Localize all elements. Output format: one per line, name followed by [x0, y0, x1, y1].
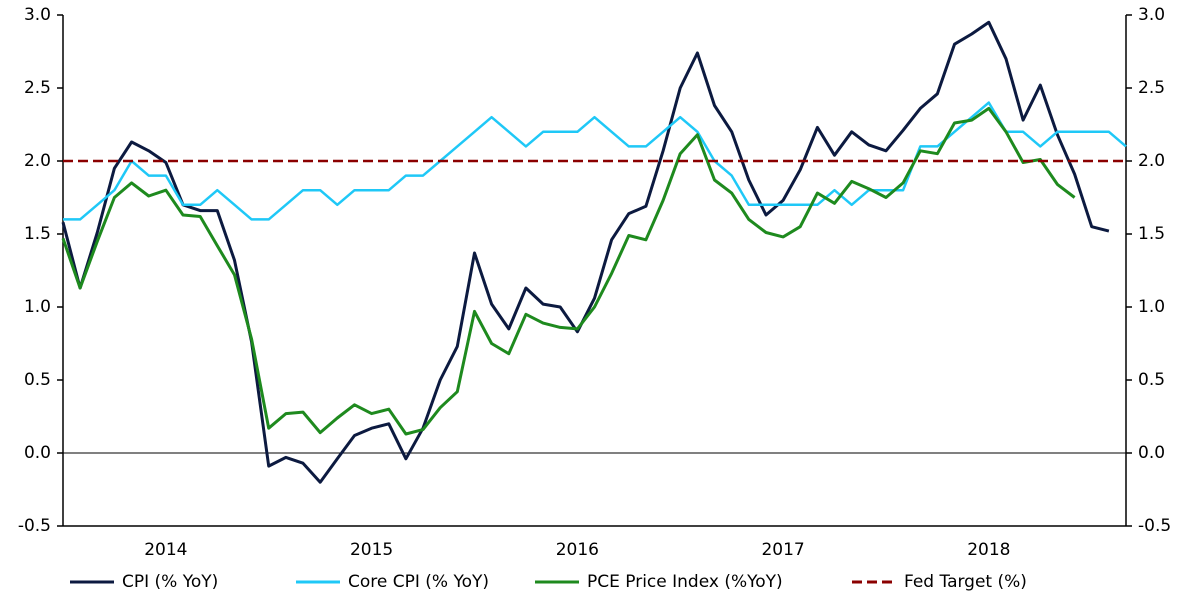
- y2-tick-label: 2.5: [1138, 78, 1165, 98]
- series-line: [61, 106, 1076, 436]
- y2-tick-label: 0.5: [1138, 370, 1165, 390]
- y2-tick-label: 1.5: [1138, 224, 1165, 244]
- x-tick-label: 2015: [350, 540, 393, 560]
- y-tick-label: 0.0: [24, 443, 51, 463]
- y2-tick-label: 1.0: [1138, 297, 1165, 317]
- x-tick-label: 2016: [556, 540, 599, 560]
- legend-label: Fed Target (%): [904, 572, 1027, 592]
- x-tick-label: 2018: [967, 540, 1010, 560]
- y-tick-label: 3.0: [24, 5, 51, 25]
- y-tick-label: 0.5: [24, 370, 51, 390]
- legend-label: PCE Price Index (%YoY): [587, 572, 783, 592]
- y-tick-label: 1.5: [24, 224, 51, 244]
- y-tick-label: 2.0: [24, 151, 51, 171]
- x-tick-label: 2014: [144, 540, 187, 560]
- legend-label: Core CPI (% YoY): [348, 572, 489, 592]
- y2-tick-label: 0.0: [1138, 443, 1165, 463]
- series-line: [63, 101, 1127, 221]
- y-tick-label: 1.0: [24, 297, 51, 317]
- series-line: [61, 20, 1110, 484]
- x-tick-label: 2017: [761, 540, 804, 560]
- y2-tick-label: -0.5: [1138, 516, 1171, 536]
- y-tick-label: 2.5: [24, 78, 51, 98]
- legend-label: CPI (% YoY): [122, 572, 218, 592]
- y-tick-label: -0.5: [18, 516, 51, 536]
- y2-tick-label: 2.0: [1138, 151, 1165, 171]
- y2-tick-label: 3.0: [1138, 5, 1165, 25]
